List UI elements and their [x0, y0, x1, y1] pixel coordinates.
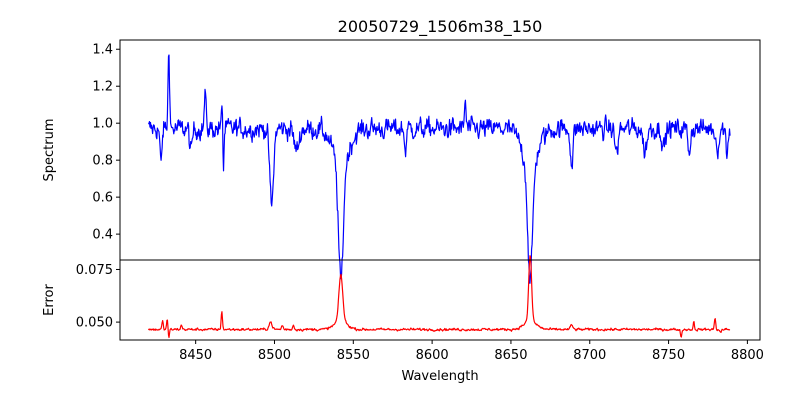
error-y-axis-label: Error: [42, 284, 57, 316]
spectrum-axes-frame: [119, 39, 761, 261]
x-tick-label: 8500: [258, 348, 291, 363]
x-tick-label: 8750: [652, 348, 685, 363]
spectrum-y-tick-label: 1.0: [92, 117, 113, 132]
spectrum-y-tick-label: 0.6: [92, 191, 113, 206]
x-tick-label: 8800: [731, 348, 764, 363]
spectrum-y-tick-label: 0.4: [92, 228, 113, 243]
spectrum-y-tick-label: 1.2: [92, 80, 113, 95]
spectrum-y-axis-ticks: 0.4 0.6 0.8 1.0 1.2 1.4: [92, 43, 120, 243]
spectrum-series: [147, 54, 731, 284]
wavelength-x-axis-ticks: 8450 8500 8550 8600 8650 8700 8750 8800: [179, 340, 764, 363]
error-y-tick-label: 0.075: [76, 263, 113, 278]
x-tick-label: 8600: [416, 348, 449, 363]
x-tick-label: 8650: [494, 348, 527, 363]
spectrum-y-axis-label: Spectrum: [42, 119, 57, 182]
error-line: [147, 255, 731, 339]
spectrum-y-tick-label: 1.4: [92, 43, 113, 58]
error-y-axis-ticks: 0.050 0.075: [76, 263, 120, 331]
spectrum-panel: 0.4 0.6 0.8 1.0 1.2 1.4 Spectrum: [42, 39, 761, 284]
chart-title: 20050729_1506m38_150: [338, 17, 543, 37]
x-tick-label: 8550: [337, 348, 370, 363]
error-series: [147, 255, 731, 339]
error-y-tick-label: 0.050: [76, 316, 113, 331]
spectrum-line: [147, 54, 731, 284]
spectrum-y-tick-label: 0.8: [92, 154, 113, 169]
x-axis-label: Wavelength: [401, 369, 478, 384]
error-axes-frame: [119, 259, 761, 341]
x-tick-label: 8450: [179, 348, 212, 363]
x-tick-label: 8700: [573, 348, 606, 363]
